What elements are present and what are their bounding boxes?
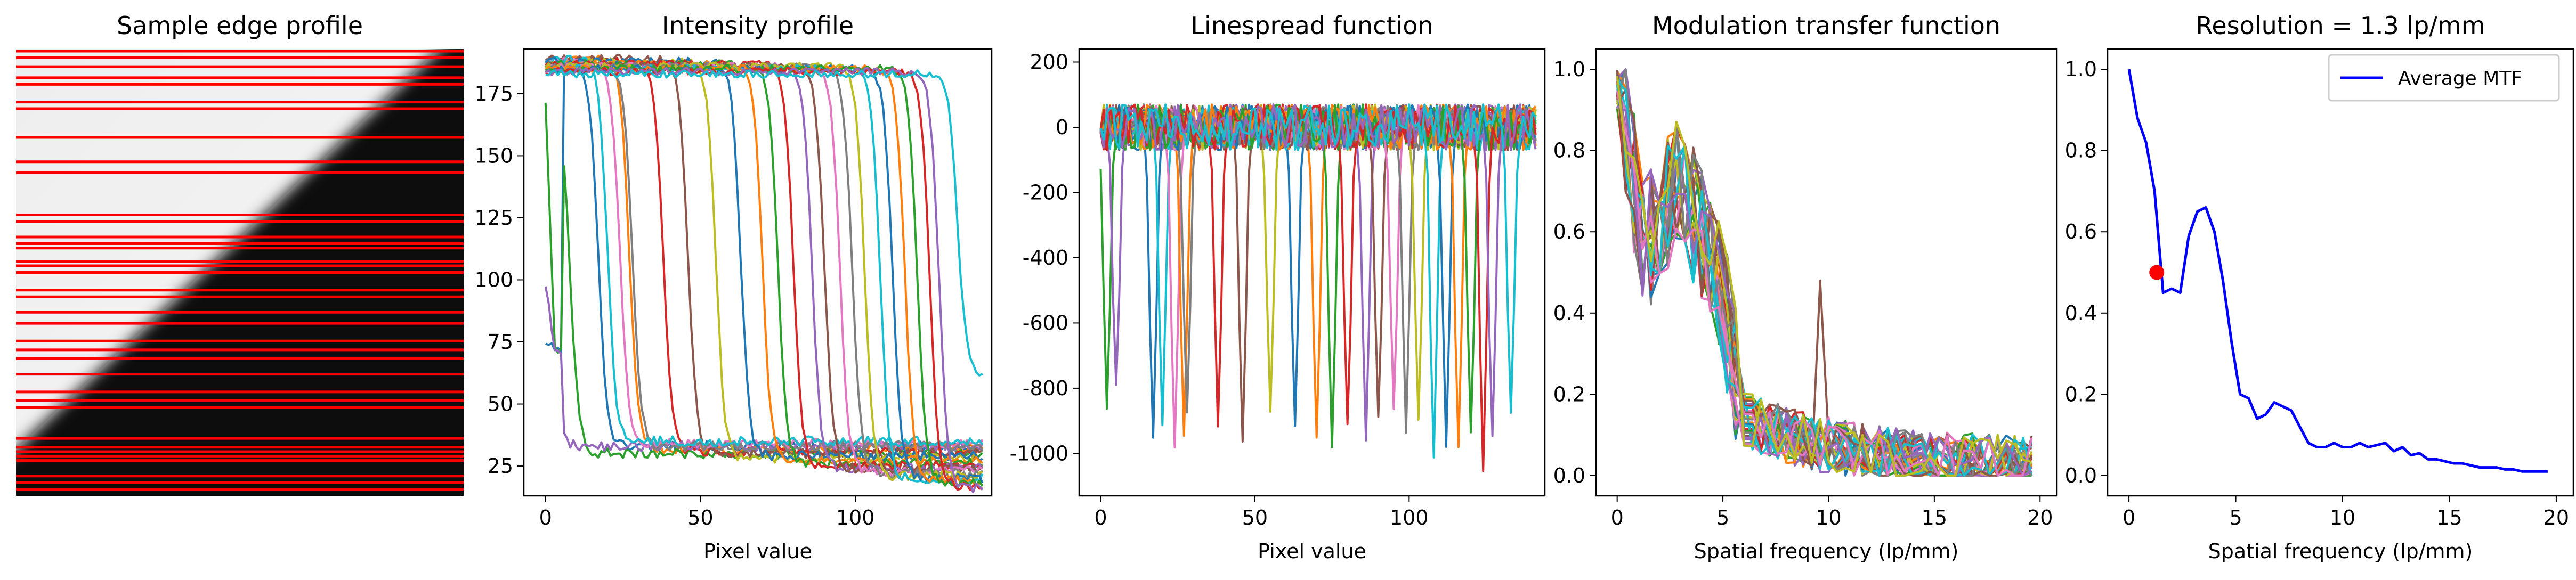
mtf-series [1616, 105, 2032, 477]
y-tick-label: 0.0 [2065, 464, 2097, 487]
x-axis-label: Pixel value [703, 540, 812, 563]
y-tick-label: 50 [488, 393, 513, 416]
y-tick-label: 200 [1030, 50, 1068, 73]
y-tick-label: 100 [474, 268, 513, 291]
edge-image [16, 49, 464, 496]
y-tick-label: 25 [488, 454, 513, 478]
chart-title: Sample edge profile [117, 11, 363, 40]
series-group [544, 54, 984, 494]
x-tick-label: 0 [2123, 506, 2135, 529]
y-tick-label: 1.0 [2065, 58, 2097, 81]
y-tick-label: 125 [474, 206, 513, 230]
legend: Average MTF [2328, 54, 2560, 102]
y-tick-label: 175 [474, 82, 513, 105]
panel-linespread-function: Linespread function Pixel value 0 50 100 20… [1010, 11, 1546, 563]
panel-sample-edge-profile: Sample edge profile [16, 11, 464, 496]
x-tick-label: 15 [1922, 506, 1947, 529]
y-tick-label: 0.6 [2065, 220, 2097, 243]
mtf-series [1616, 76, 2032, 477]
chart-title: Modulation transfer function [1652, 11, 2000, 40]
y-tick-label: 0.8 [2065, 139, 2097, 162]
series-group [1616, 68, 2033, 477]
axes-frame [1078, 48, 1546, 497]
y-tick-label: 0.4 [1553, 301, 1585, 325]
y-tick-label: -200 [1023, 181, 1068, 204]
x-tick-label: 20 [2027, 506, 2053, 529]
intensity-series [545, 54, 984, 447]
y-tick-label: -1000 [1010, 442, 1068, 465]
legend-box [2328, 54, 2560, 102]
y-tick-label: 150 [474, 144, 513, 167]
x-tick-label: 50 [687, 506, 713, 529]
panel-average-mtf: Resolution = 1.3 lp/mm Spatial frequency… [2065, 11, 2574, 563]
series-group [1099, 103, 1537, 472]
plot-area: 0 5 10 15 20 0.0 0.2 0.4 0.6 0.8 1.0 [2065, 48, 2574, 529]
x-axis-label: Pixel value [1258, 540, 1366, 563]
chart-title: Resolution = 1.3 lp/mm [2196, 11, 2485, 40]
axes-frame [523, 48, 993, 497]
y-tick-label: 0.4 [2065, 301, 2097, 325]
x-tick-label: 10 [2330, 506, 2355, 529]
resolution-marker [2149, 265, 2165, 280]
intensity-series [545, 67, 984, 494]
y-tick-label: -600 [1023, 311, 1068, 334]
y-tick-label: 0.2 [2065, 382, 2097, 406]
chart-title: Linespread function [1190, 11, 1433, 40]
lsf-series [1099, 103, 1537, 437]
plot-area: 0 5 10 15 20 0.0 0.2 0.4 0.6 0.8 1.0 [1553, 48, 2058, 529]
legend-label: Average MTF [2398, 68, 2522, 89]
y-tick-label: 75 [488, 330, 513, 354]
axes-frame [2107, 48, 2574, 497]
intensity-series [545, 69, 983, 377]
axes-frame [1595, 48, 2058, 497]
lsf-series [1099, 103, 1537, 414]
series-group [2127, 69, 2548, 473]
panel-modulation-transfer-function: Modulation transfer function Spatial fre… [1553, 11, 2058, 563]
x-axis-label: Spatial frequency (lp/mm) [1694, 540, 1959, 563]
x-tick-label: 0 [1094, 506, 1107, 529]
y-tick-label: -400 [1023, 246, 1068, 269]
x-tick-label: 100 [1390, 506, 1429, 529]
plot-area: 0 50 100 25 50 75 100 125 150 175 [474, 48, 993, 529]
x-tick-label: 0 [1611, 506, 1624, 529]
chart-title: Intensity profile [662, 11, 854, 40]
y-tick-label: 0 [1056, 116, 1068, 139]
panel-intensity-profile: Intensity profile Pixel value 0 50 100 25 50… [474, 11, 993, 563]
x-tick-label: 5 [2229, 506, 2242, 529]
x-tick-label: 15 [2436, 506, 2462, 529]
x-tick-label: 20 [2543, 506, 2569, 529]
y-tick-label: 0.2 [1553, 382, 1585, 406]
mtf-series [1616, 79, 2032, 477]
plot-area: 0 50 100 200 0 -200 -400 -600 -800 -1000 [1010, 48, 1546, 529]
y-tick-label: -800 [1023, 377, 1068, 400]
intensity-series [545, 59, 984, 453]
x-tick-label: 5 [1716, 506, 1729, 529]
y-tick-label: 1.0 [1553, 58, 1585, 81]
average-mtf-line [2127, 69, 2548, 473]
x-tick-label: 50 [1242, 506, 1268, 529]
y-tick-label: 0.8 [1553, 139, 1585, 162]
x-axis-label: Spatial frequency (lp/mm) [2208, 540, 2473, 563]
x-tick-label: 10 [1816, 506, 1841, 529]
mtf-series [1616, 91, 2033, 477]
x-tick-label: 100 [836, 506, 875, 529]
y-tick-label: 0.0 [1553, 464, 1585, 487]
intensity-series [545, 64, 984, 489]
y-tick-label: 0.6 [1553, 220, 1585, 243]
x-tick-label: 0 [539, 506, 552, 529]
